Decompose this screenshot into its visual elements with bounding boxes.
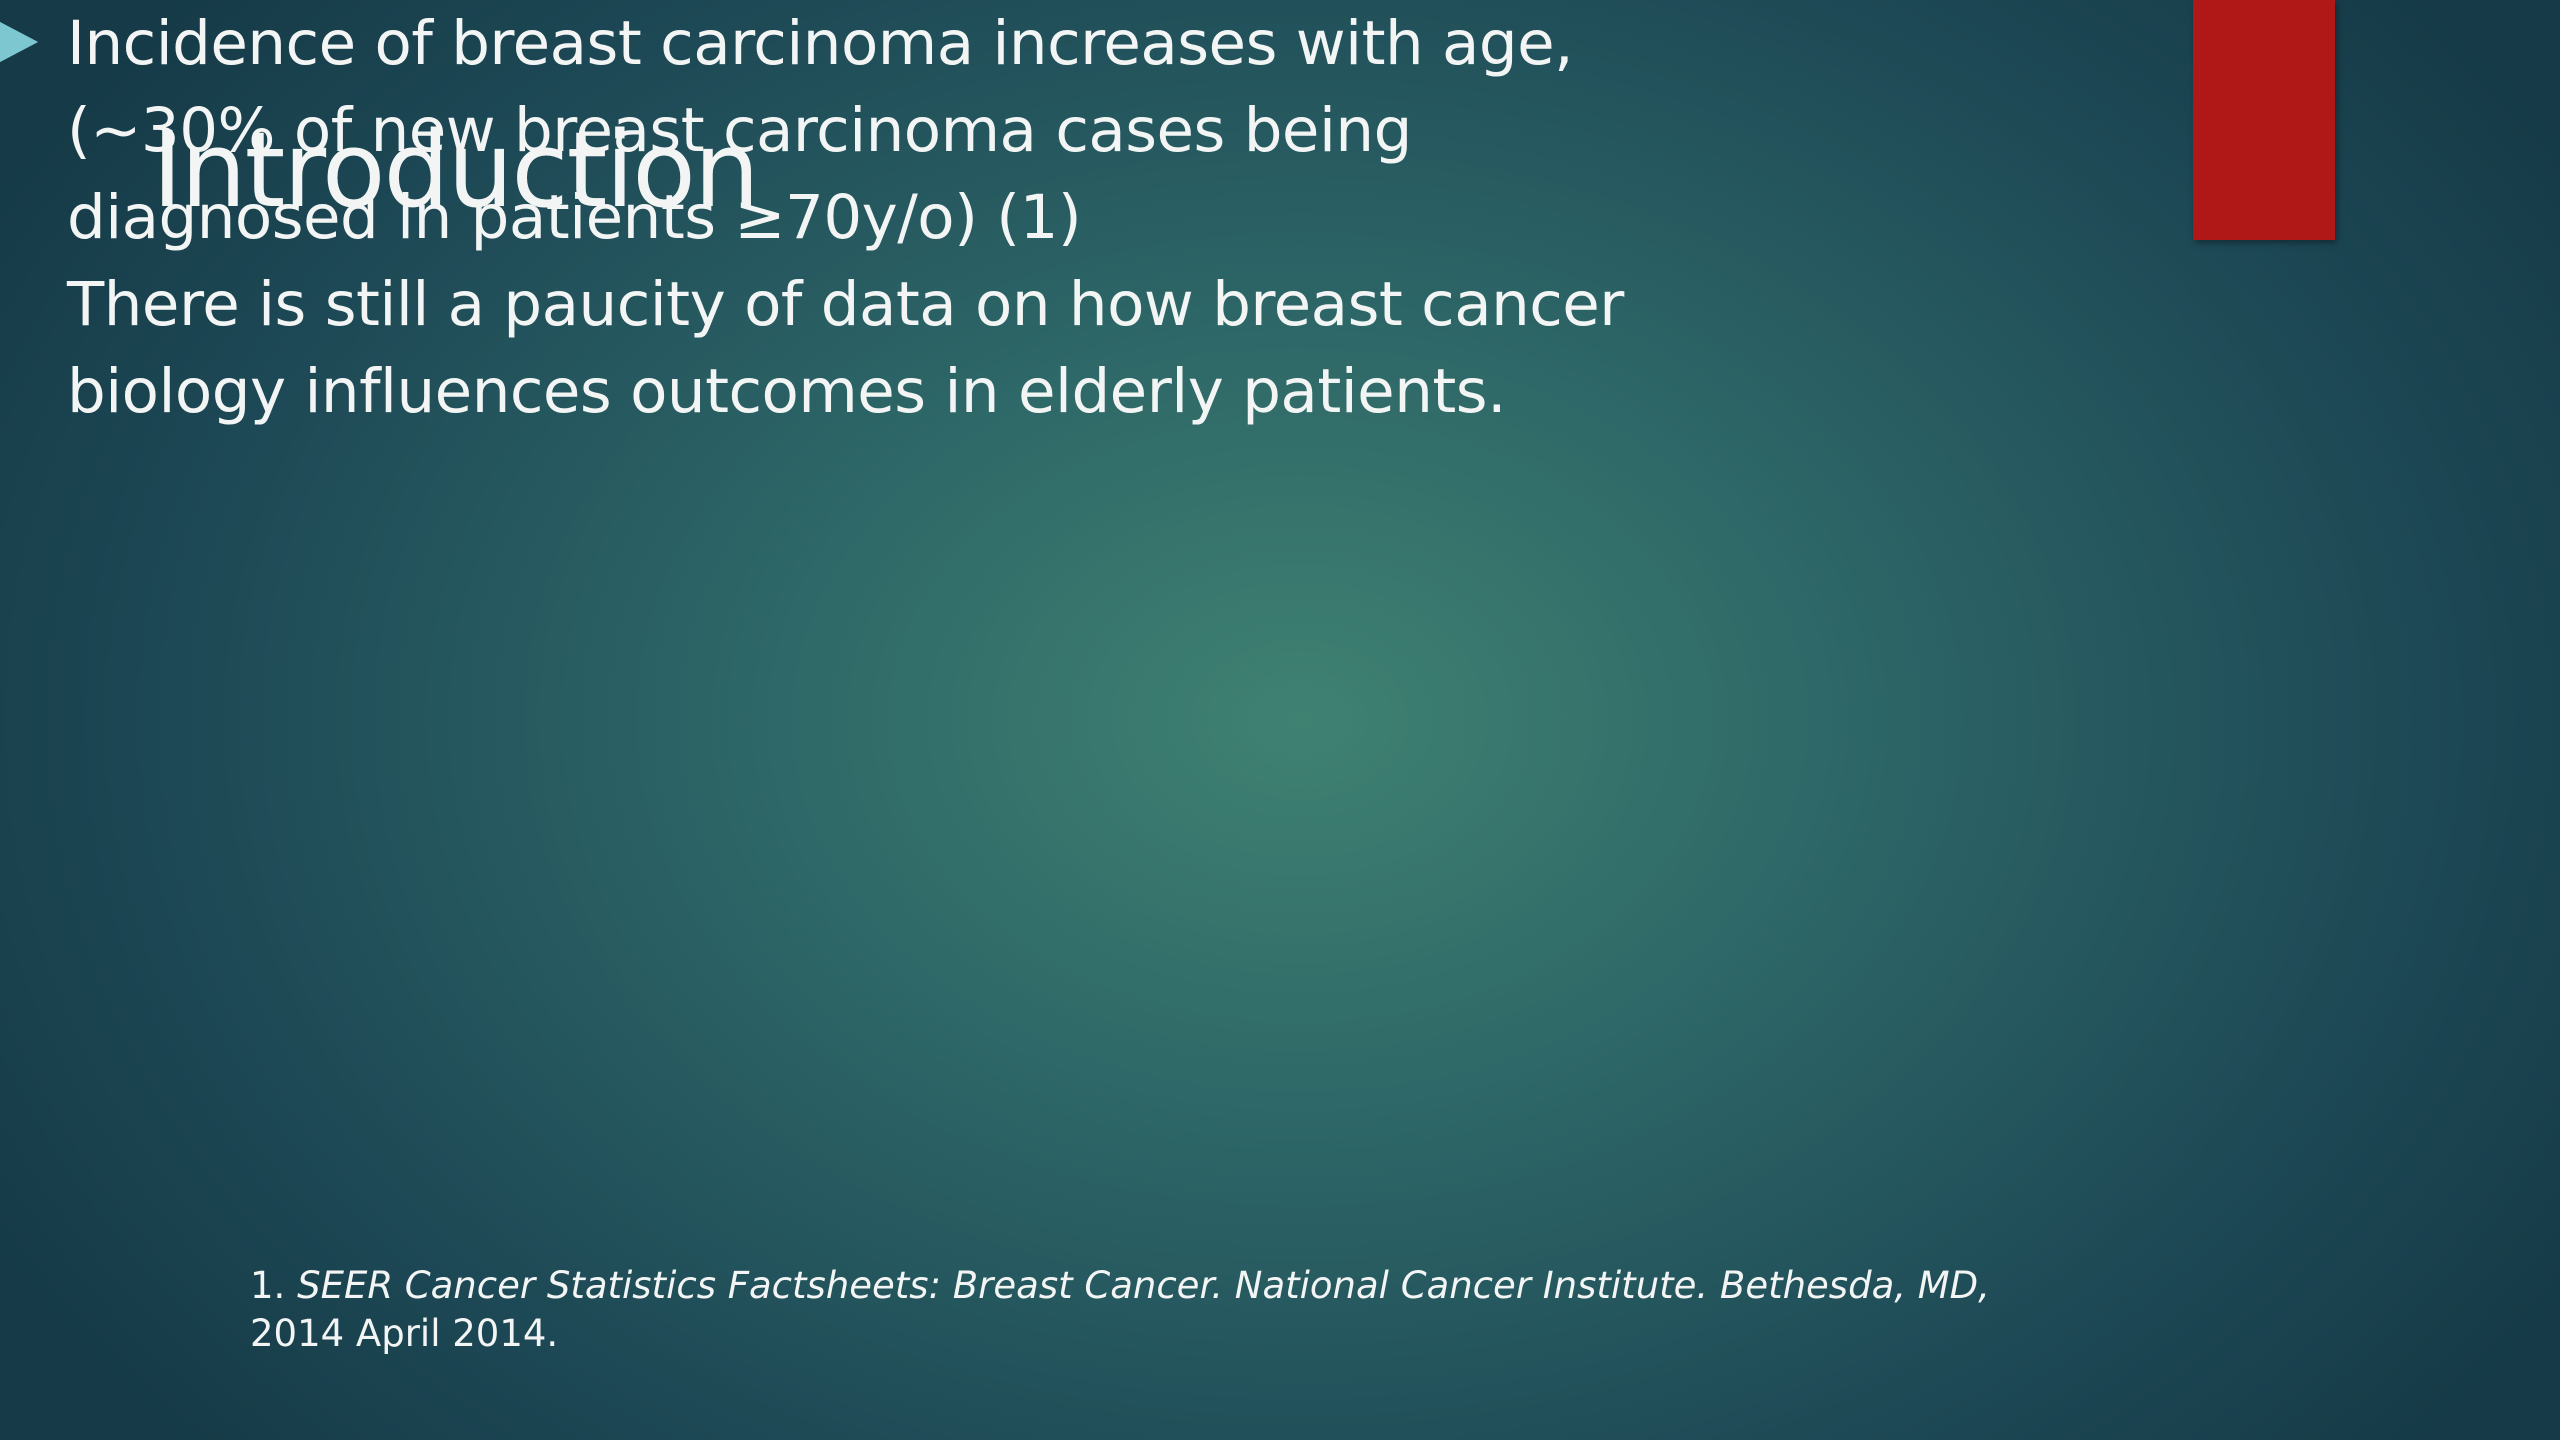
bullet-line: diagnosed in patients ≥70y/o) (1)	[67, 182, 1082, 253]
footnote-citation: SEER Cancer Statistics Factsheets: Breas…	[297, 1264, 1990, 1307]
bullet-marker	[0, 22, 38, 62]
bullet: There is still a paucity of data on how …	[0, 22, 2560, 435]
bullet-line: biology influences outcomes in elderly p…	[67, 356, 1506, 427]
footnote-number: 1.	[250, 1264, 286, 1307]
footnote-date: 2014 April 2014.	[250, 1312, 559, 1355]
bullet-list: Incidence of breast carcinoma increases …	[0, 0, 2560, 435]
bullet-line: (~30% of new breast carcinoma cases bein…	[67, 95, 1412, 166]
accent-bar	[2193, 0, 2335, 240]
footnote: 1. SEER Cancer Statistics Factsheets: Br…	[250, 1262, 1990, 1358]
bullet: Incidence of breast carcinoma increases …	[0, 0, 2560, 261]
bullet-line: Incidence of breast carcinoma increases …	[67, 8, 1574, 79]
slide-title: Introduction	[152, 109, 760, 231]
bullet-line: There is still a paucity of data on how …	[67, 269, 1624, 340]
